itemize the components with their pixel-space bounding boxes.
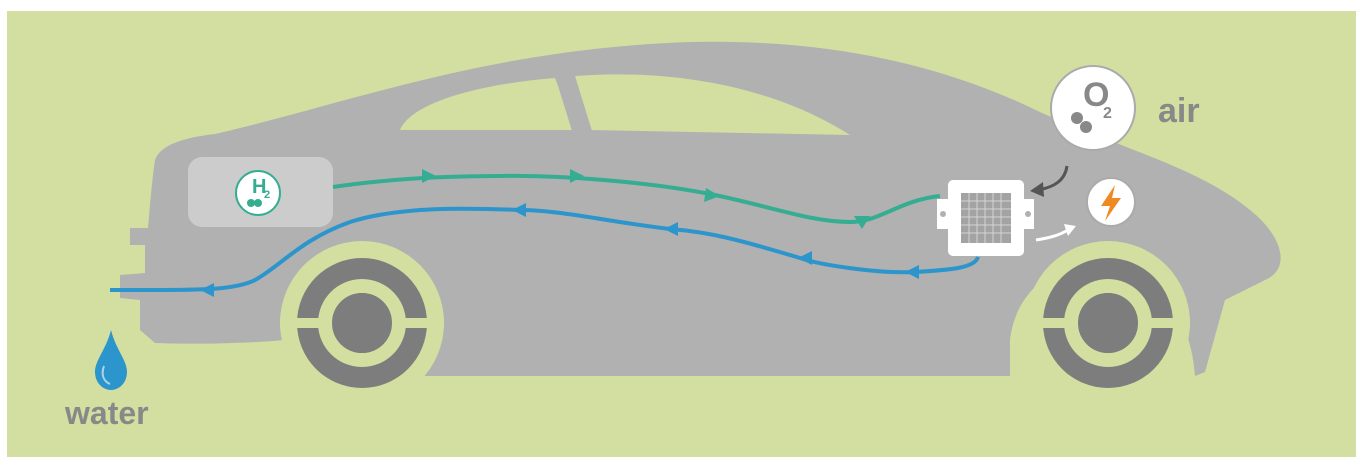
electricity-out-arrowhead xyxy=(1064,224,1076,236)
oxygen-badge: O 2 xyxy=(1050,65,1136,151)
lightning-badge xyxy=(1086,177,1136,227)
hydrogen-subscript: 2 xyxy=(264,189,270,201)
rear-wheel xyxy=(280,241,444,405)
front-wheel xyxy=(1026,241,1190,405)
lightning-icon xyxy=(1101,185,1121,221)
hydrogen-molecule-icon xyxy=(247,199,262,207)
front-window xyxy=(575,74,850,135)
rear-window xyxy=(400,78,575,130)
fuel-cell-icon xyxy=(937,180,1034,256)
hydrogen-badge: H 2 xyxy=(235,170,281,216)
water-label: water xyxy=(64,395,149,431)
oxygen-subscript: 2 xyxy=(1103,105,1112,122)
oxygen-letter: O xyxy=(1083,76,1109,114)
oxygen-inflow-arrowhead xyxy=(1030,182,1044,197)
oxygen-molecule-icon xyxy=(1071,112,1092,133)
hydrogen-flow-arrows xyxy=(422,169,870,229)
electricity-out-arrow xyxy=(1035,228,1069,242)
water-flow-line xyxy=(110,206,980,292)
air-label: air xyxy=(1158,92,1200,130)
water-flow-arrows xyxy=(200,203,919,297)
window-pillar xyxy=(555,76,592,131)
hydrogen-letter: H xyxy=(252,176,266,198)
